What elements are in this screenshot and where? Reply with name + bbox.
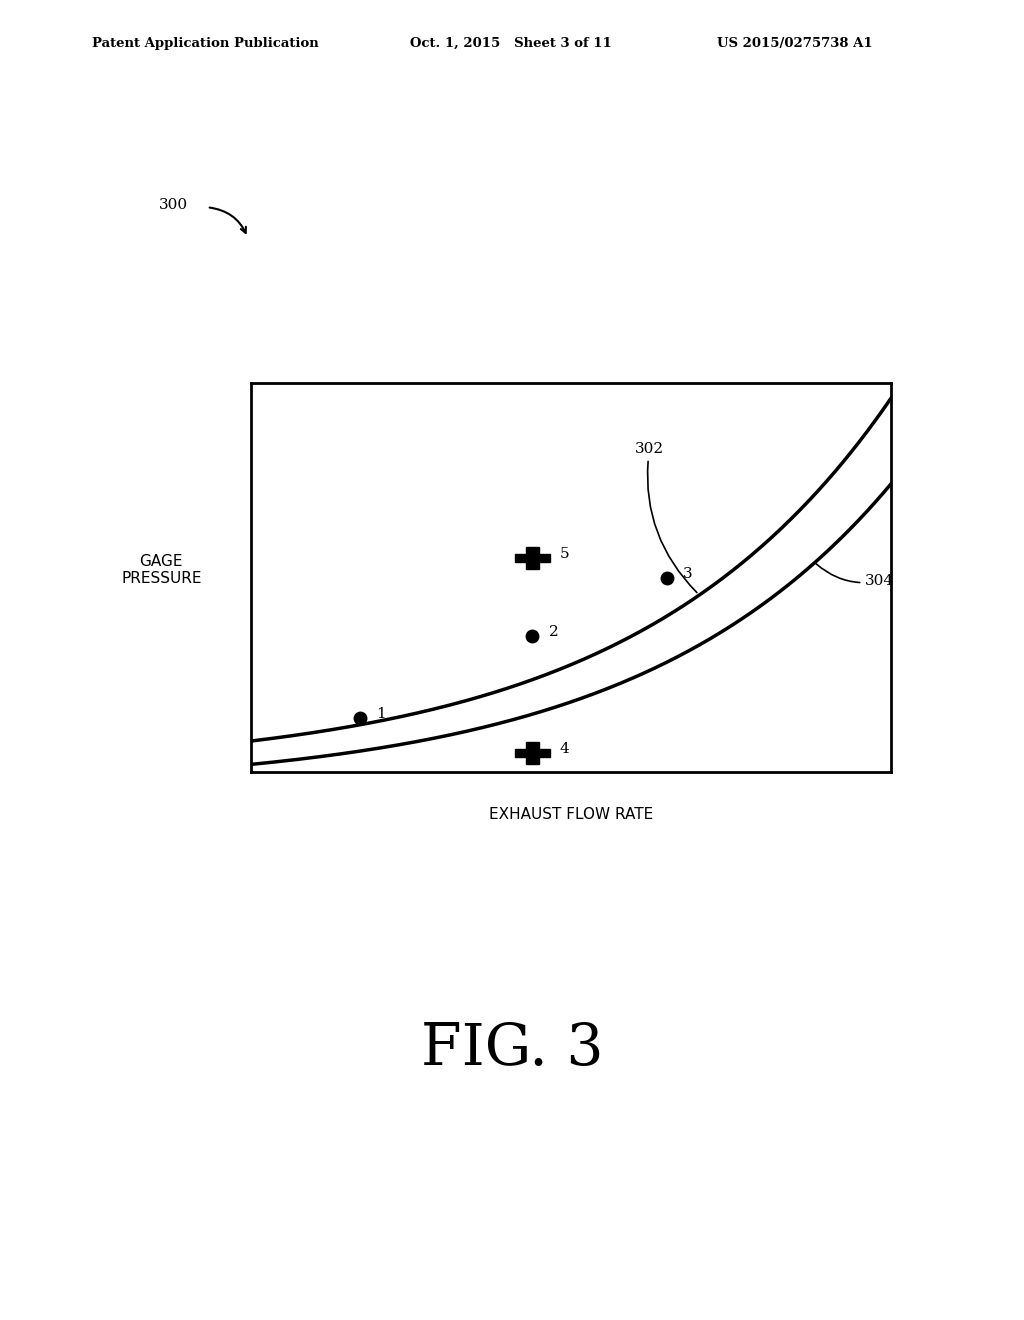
- Text: FIG. 3: FIG. 3: [421, 1022, 603, 1077]
- Bar: [514, 554, 551, 562]
- Text: 2: 2: [549, 624, 558, 639]
- Bar: [526, 546, 539, 569]
- Text: Oct. 1, 2015   Sheet 3 of 11: Oct. 1, 2015 Sheet 3 of 11: [410, 37, 611, 50]
- Text: 4: 4: [560, 742, 569, 756]
- Bar: [514, 748, 551, 756]
- Text: GAGE
PRESSURE: GAGE PRESSURE: [121, 553, 202, 586]
- Text: 300: 300: [159, 198, 187, 211]
- Text: EXHAUST FLOW RATE: EXHAUST FLOW RATE: [488, 808, 653, 822]
- Bar: [526, 742, 539, 764]
- Text: US 2015/0275738 A1: US 2015/0275738 A1: [717, 37, 872, 50]
- Text: 1: 1: [376, 706, 385, 721]
- Text: 304: 304: [816, 564, 894, 589]
- Text: 5: 5: [560, 546, 569, 561]
- Text: Patent Application Publication: Patent Application Publication: [92, 37, 318, 50]
- Text: 3: 3: [683, 566, 692, 581]
- Text: 302: 302: [635, 442, 697, 593]
